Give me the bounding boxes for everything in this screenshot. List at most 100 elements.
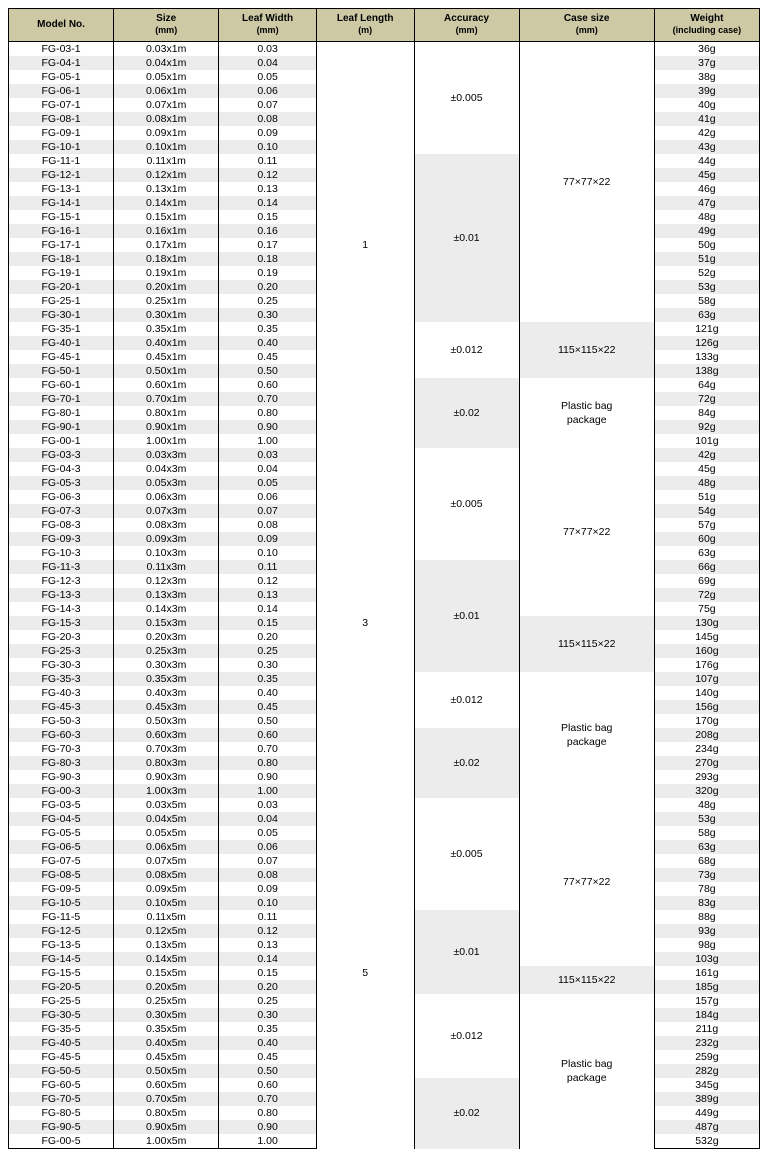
- cell-leaf-width: 0.30: [219, 658, 317, 672]
- cell-size: 0.06x3m: [114, 490, 219, 504]
- cell-size: 0.04x1m: [114, 56, 219, 70]
- cell-weight: 184g: [654, 1008, 759, 1022]
- header-model: Model No.: [9, 9, 114, 42]
- cell-size: 0.13x3m: [114, 588, 219, 602]
- cell-size: 0.03x3m: [114, 448, 219, 462]
- header-leaf-length: Leaf Length(m): [316, 9, 414, 42]
- cell-weight: 51g: [654, 252, 759, 266]
- cell-model: FG-14-3: [9, 602, 114, 616]
- cell-leaf-width: 1.00: [219, 1134, 317, 1149]
- cell-size: 1.00x1m: [114, 434, 219, 448]
- cell-weight: 68g: [654, 854, 759, 868]
- cell-leaf-width: 1.00: [219, 784, 317, 798]
- cell-weight: 92g: [654, 420, 759, 434]
- cell-model: FG-45-5: [9, 1050, 114, 1064]
- cell-leaf-width: 0.10: [219, 140, 317, 154]
- cell-size: 0.90x3m: [114, 770, 219, 784]
- cell-case-size: 115×115×22: [519, 322, 654, 378]
- cell-model: FG-20-3: [9, 630, 114, 644]
- cell-leaf-width: 0.13: [219, 588, 317, 602]
- cell-weight: 101g: [654, 434, 759, 448]
- cell-model: FG-10-3: [9, 546, 114, 560]
- cell-leaf-width: 0.40: [219, 1036, 317, 1050]
- cell-model: FG-50-3: [9, 714, 114, 728]
- header-case-size: Case size(mm): [519, 9, 654, 42]
- cell-model: FG-10-1: [9, 140, 114, 154]
- cell-size: 0.15x3m: [114, 616, 219, 630]
- cell-leaf-width: 0.70: [219, 742, 317, 756]
- cell-leaf-width: 0.15: [219, 210, 317, 224]
- cell-weight: 259g: [654, 1050, 759, 1064]
- cell-leaf-width: 0.30: [219, 308, 317, 322]
- cell-model: FG-40-1: [9, 336, 114, 350]
- cell-leaf-width: 0.06: [219, 840, 317, 854]
- cell-model: FG-03-5: [9, 798, 114, 812]
- cell-model: FG-50-1: [9, 364, 114, 378]
- cell-model: FG-08-1: [9, 112, 114, 126]
- cell-leaf-width: 0.07: [219, 854, 317, 868]
- cell-size: 0.06x1m: [114, 84, 219, 98]
- cell-leaf-width: 0.19: [219, 266, 317, 280]
- cell-model: FG-90-3: [9, 770, 114, 784]
- cell-model: FG-08-5: [9, 868, 114, 882]
- cell-leaf-width: 0.16: [219, 224, 317, 238]
- cell-model: FG-35-5: [9, 1022, 114, 1036]
- cell-leaf-width: 0.60: [219, 728, 317, 742]
- cell-leaf-width: 0.07: [219, 504, 317, 518]
- cell-weight: 389g: [654, 1092, 759, 1106]
- cell-weight: 51g: [654, 490, 759, 504]
- cell-accuracy: ±0.012: [414, 322, 519, 378]
- cell-size: 0.30x5m: [114, 1008, 219, 1022]
- cell-model: FG-18-1: [9, 252, 114, 266]
- cell-size: 1.00x5m: [114, 1134, 219, 1149]
- cell-size: 0.40x3m: [114, 686, 219, 700]
- cell-weight: 293g: [654, 770, 759, 784]
- cell-leaf-width: 0.09: [219, 532, 317, 546]
- cell-size: 0.19x1m: [114, 266, 219, 280]
- cell-leaf-width: 0.45: [219, 700, 317, 714]
- cell-model: FG-16-1: [9, 224, 114, 238]
- cell-leaf-width: 0.05: [219, 476, 317, 490]
- cell-size: 0.60x5m: [114, 1078, 219, 1092]
- cell-model: FG-06-3: [9, 490, 114, 504]
- cell-weight: 130g: [654, 616, 759, 630]
- cell-leaf-width: 0.11: [219, 154, 317, 168]
- cell-leaf-width: 0.50: [219, 1064, 317, 1078]
- cell-weight: 64g: [654, 378, 759, 392]
- cell-model: FG-00-1: [9, 434, 114, 448]
- cell-model: FG-12-5: [9, 924, 114, 938]
- cell-size: 0.90x1m: [114, 420, 219, 434]
- cell-weight: 75g: [654, 602, 759, 616]
- cell-leaf-width: 0.10: [219, 896, 317, 910]
- cell-model: FG-09-5: [9, 882, 114, 896]
- cell-case-size: 115×115×22: [519, 616, 654, 672]
- cell-weight: 84g: [654, 406, 759, 420]
- cell-size: 0.10x3m: [114, 546, 219, 560]
- cell-size: 0.80x3m: [114, 756, 219, 770]
- cell-size: 0.80x5m: [114, 1106, 219, 1120]
- cell-size: 0.35x1m: [114, 322, 219, 336]
- cell-leaf-length: 1: [316, 42, 414, 449]
- cell-weight: 161g: [654, 966, 759, 980]
- cell-model: FG-80-1: [9, 406, 114, 420]
- cell-weight: 42g: [654, 126, 759, 140]
- cell-leaf-width: 0.90: [219, 1120, 317, 1134]
- cell-weight: 156g: [654, 700, 759, 714]
- cell-weight: 126g: [654, 336, 759, 350]
- cell-weight: 69g: [654, 574, 759, 588]
- cell-model: FG-04-5: [9, 812, 114, 826]
- cell-model: FG-14-1: [9, 196, 114, 210]
- cell-leaf-width: 0.25: [219, 294, 317, 308]
- cell-model: FG-04-3: [9, 462, 114, 476]
- cell-leaf-width: 0.03: [219, 42, 317, 57]
- cell-size: 0.50x1m: [114, 364, 219, 378]
- cell-model: FG-70-5: [9, 1092, 114, 1106]
- cell-model: FG-30-1: [9, 308, 114, 322]
- cell-size: 0.45x5m: [114, 1050, 219, 1064]
- cell-leaf-width: 0.17: [219, 238, 317, 252]
- cell-leaf-width: 0.15: [219, 616, 317, 630]
- cell-leaf-width: 0.70: [219, 1092, 317, 1106]
- cell-model: FG-11-3: [9, 560, 114, 574]
- cell-size: 0.07x1m: [114, 98, 219, 112]
- cell-model: FG-13-1: [9, 182, 114, 196]
